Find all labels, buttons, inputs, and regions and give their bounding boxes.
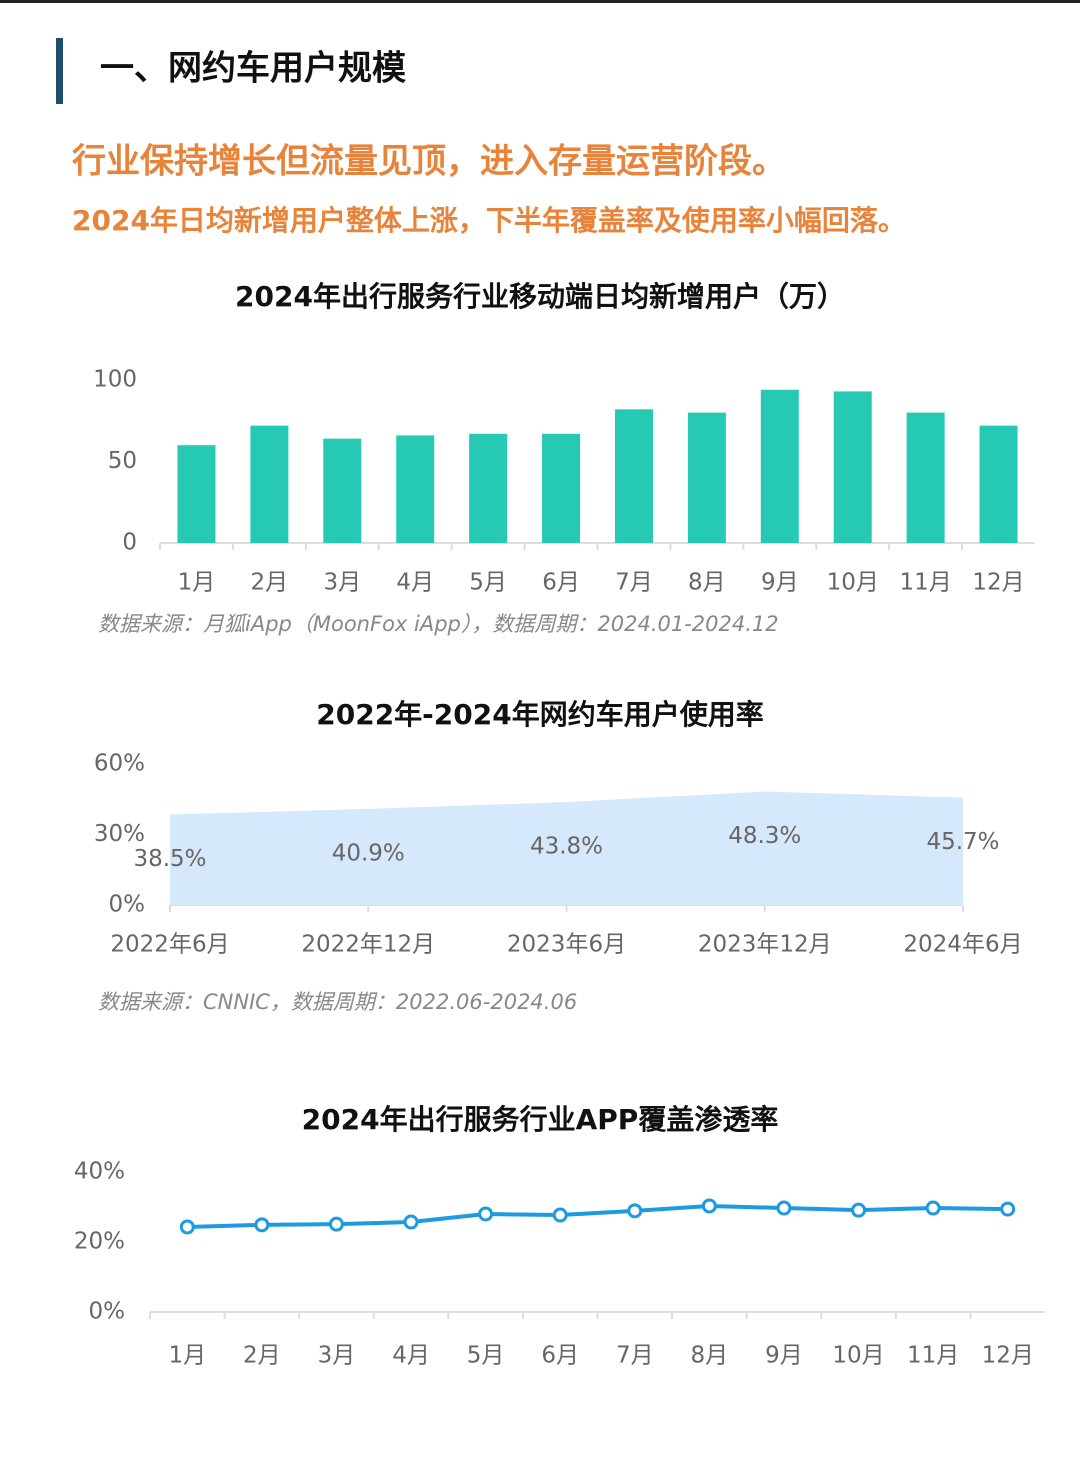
x-tick-label: 9月: [765, 1343, 803, 1369]
data-label: 43.8%: [530, 834, 603, 860]
point: [627, 1203, 643, 1219]
y-tick-label: 0: [122, 530, 137, 556]
chart-title: 2024年出行服务行业移动端日均新增用户（万）: [235, 280, 845, 313]
x-tick-label: 10月: [827, 570, 879, 596]
bar: [396, 435, 435, 543]
x-tick-label: 2022年12月: [301, 932, 435, 958]
bar: [906, 412, 945, 543]
x-tick-label: 10月: [832, 1343, 884, 1369]
bar: [542, 433, 581, 543]
x-tick-label: 3月: [318, 1343, 356, 1369]
y-tick-label: 0%: [109, 892, 146, 918]
point: [925, 1200, 941, 1216]
x-tick-label: 2月: [251, 570, 289, 596]
x-tick-label: 12月: [982, 1343, 1034, 1369]
point: [179, 1219, 195, 1235]
y-tick-label: 30%: [94, 821, 145, 847]
x-tick-label: 11月: [907, 1343, 959, 1369]
y-tick-label: 40%: [74, 1159, 125, 1185]
source: 数据来源：CNNIC，数据周期：2022.06-2024.06: [98, 990, 577, 1014]
x-tick-label: 1月: [178, 570, 216, 596]
x-tick-label: 7月: [615, 570, 653, 596]
bar: [250, 425, 289, 543]
x-tick-label: 2023年12月: [698, 932, 832, 958]
x-tick-label: 3月: [323, 570, 361, 596]
x-tick-label: 5月: [469, 570, 507, 596]
data-label: 38.5%: [133, 846, 206, 872]
bar: [469, 433, 508, 543]
x-tick-label: 4月: [392, 1343, 430, 1369]
chart-title: 2024年出行服务行业APP覆盖渗透率: [302, 1103, 779, 1136]
point: [776, 1200, 792, 1216]
source: 数据来源：月狐iApp（MoonFox iApp），数据周期：2024.01-2…: [98, 612, 779, 636]
x-tick-label: 2022年6月: [110, 932, 229, 958]
headline: 行业保持增长但流量见顶，进入存量运营阶段。: [72, 142, 786, 182]
bar: [323, 438, 362, 543]
y-tick-label: 20%: [74, 1229, 125, 1255]
x-tick-label: 8月: [691, 1343, 729, 1369]
x-tick-label: 2024年6月: [903, 932, 1022, 958]
bar: [177, 445, 216, 543]
data-label: 40.9%: [332, 840, 405, 866]
point: [552, 1207, 568, 1223]
title-bar: [56, 38, 63, 104]
x-tick-label: 9月: [761, 570, 799, 596]
data-label: 48.3%: [728, 823, 801, 849]
data-label: 45.7%: [926, 829, 999, 855]
x-tick-label: 7月: [616, 1343, 654, 1369]
x-tick-label: 6月: [542, 570, 580, 596]
point: [254, 1217, 270, 1233]
point: [478, 1206, 494, 1222]
y-tick-label: 100: [93, 367, 137, 393]
y-tick-label: 50: [108, 448, 137, 474]
bar: [687, 412, 726, 543]
section-title: 一、网约车用户规模: [100, 49, 406, 89]
point: [328, 1216, 344, 1232]
bar: [760, 389, 799, 543]
bar: [614, 409, 653, 543]
bar: [833, 391, 872, 543]
bar: [979, 425, 1018, 543]
x-tick-label: 2月: [243, 1343, 281, 1369]
x-tick-label: 5月: [467, 1343, 505, 1369]
x-tick-label: 4月: [396, 570, 434, 596]
x-tick-label: 6月: [541, 1343, 579, 1369]
line: [187, 1203, 1008, 1229]
x-tick-label: 2023年6月: [507, 932, 626, 958]
point: [403, 1214, 419, 1230]
point: [1000, 1201, 1016, 1217]
y-tick-label: 0%: [89, 1299, 126, 1325]
x-tick-label: 12月: [972, 570, 1024, 596]
point: [701, 1198, 717, 1214]
x-tick-label: 11月: [899, 570, 951, 596]
point: [851, 1202, 867, 1218]
x-tick-label: 1月: [168, 1343, 206, 1369]
chart-title: 2022年-2024年网约车用户使用率: [316, 698, 763, 731]
y-tick-label: 60%: [94, 751, 145, 777]
subheadline: 2024年日均新增用户整体上涨，下半年覆盖率及使用率小幅回落。: [72, 204, 906, 237]
x-tick-label: 8月: [688, 570, 726, 596]
top-border: [0, 0, 1080, 3]
area: [170, 791, 963, 905]
